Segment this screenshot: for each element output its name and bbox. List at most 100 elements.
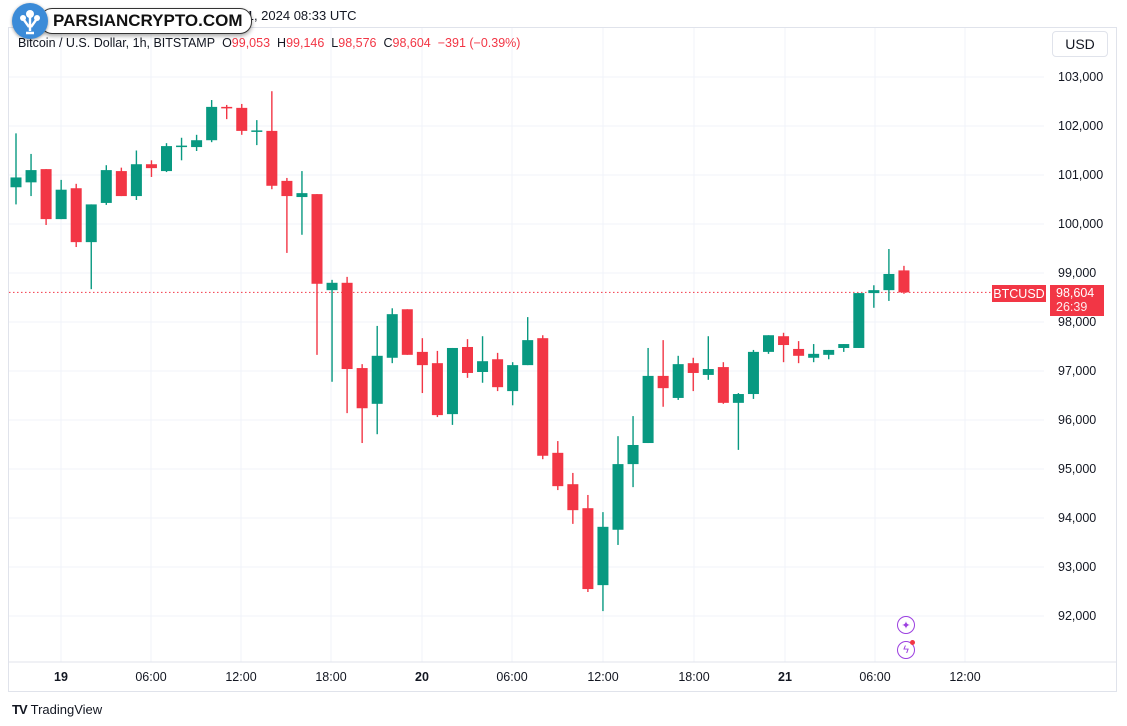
- candle[interactable]: [341, 276, 353, 414]
- symbol-price-tag: BTCUSD: [992, 285, 1046, 302]
- close-label: C: [383, 36, 393, 50]
- candle[interactable]: [206, 100, 218, 143]
- candle[interactable]: [883, 248, 895, 301]
- candle[interactable]: [537, 335, 549, 460]
- time-tick-label: 06:00: [496, 670, 528, 684]
- candle[interactable]: [507, 362, 519, 406]
- currency-button[interactable]: USD: [1052, 31, 1108, 57]
- candle[interactable]: [567, 472, 579, 524]
- price-tick-label: 95,000: [1058, 462, 1097, 476]
- candle[interactable]: [778, 332, 790, 363]
- candle[interactable]: [477, 336, 489, 383]
- time-tick-label: 18:00: [678, 670, 710, 684]
- candle[interactable]: [356, 364, 368, 444]
- candle[interactable]: [462, 339, 473, 378]
- candle[interactable]: [251, 120, 263, 146]
- candle[interactable]: [717, 362, 729, 404]
- candle[interactable]: [446, 347, 458, 425]
- candle[interactable]: [100, 165, 112, 205]
- price-tick-label: 92,000: [1058, 609, 1097, 623]
- candle[interactable]: [838, 344, 850, 352]
- candle[interactable]: [266, 91, 278, 190]
- close-value: 98,604: [392, 36, 431, 50]
- candle[interactable]: [40, 169, 52, 225]
- candle[interactable]: [853, 293, 865, 348]
- candle[interactable]: [732, 393, 744, 450]
- price-tick-label: 98,000: [1058, 315, 1097, 329]
- candle[interactable]: [808, 344, 820, 363]
- price-tick-label: 94,000: [1058, 511, 1097, 525]
- watermark-logo-icon: [12, 3, 48, 39]
- low-label: L: [331, 36, 339, 50]
- candle[interactable]: [191, 134, 203, 151]
- watermark-text: PARSIANCRYPTO.COM: [40, 8, 252, 34]
- candle[interactable]: [25, 153, 37, 197]
- candle[interactable]: [627, 416, 639, 488]
- candle[interactable]: [582, 494, 594, 592]
- candle[interactable]: [221, 104, 233, 120]
- candle[interactable]: [687, 357, 699, 392]
- candle[interactable]: [702, 336, 714, 380]
- candle[interactable]: [281, 177, 293, 253]
- time-tick-label: 19: [54, 670, 68, 684]
- candle[interactable]: [552, 441, 564, 491]
- price-tick-label: 103,000: [1058, 70, 1104, 84]
- candle[interactable]: [522, 317, 534, 366]
- time-tick-label: 06:00: [135, 670, 167, 684]
- candle[interactable]: [657, 340, 669, 407]
- price-tick-label: 101,000: [1058, 168, 1104, 182]
- candle[interactable]: [55, 179, 67, 220]
- candle[interactable]: [747, 349, 759, 399]
- time-tick-label: 20: [415, 670, 429, 684]
- candle[interactable]: [612, 436, 624, 545]
- candle[interactable]: [311, 194, 323, 355]
- candle[interactable]: [326, 279, 338, 382]
- open-label: O: [222, 36, 232, 50]
- candle[interactable]: [296, 171, 308, 235]
- lightning-icon[interactable]: ϟ: [897, 641, 915, 659]
- bar-countdown: 26:39: [1056, 300, 1088, 314]
- candle[interactable]: [793, 341, 805, 364]
- candle[interactable]: [176, 137, 188, 161]
- symbol-description: Bitcoin / U.S. Dollar, 1h, BITSTAMP: [18, 36, 216, 50]
- time-tick-label: 12:00: [949, 670, 981, 684]
- last-price-tag: 98,604 26:39: [1050, 285, 1104, 316]
- change-value: −391 (−0.39%): [437, 36, 521, 50]
- candle[interactable]: [672, 355, 684, 400]
- candle[interactable]: [145, 160, 157, 177]
- candle[interactable]: [130, 150, 142, 200]
- price-tick-label: 93,000: [1058, 560, 1097, 574]
- candle[interactable]: [763, 335, 774, 354]
- candle[interactable]: [371, 325, 383, 435]
- candle[interactable]: [431, 350, 443, 418]
- low-value: 98,576: [338, 36, 377, 50]
- footer-brand[interactable]: TV TradingView: [12, 702, 102, 717]
- price-tick-label: 96,000: [1058, 413, 1097, 427]
- high-label: H: [277, 36, 287, 50]
- candle[interactable]: [597, 512, 609, 612]
- sparkle-icon[interactable]: ✦: [897, 616, 915, 634]
- candle[interactable]: [161, 143, 172, 173]
- candle[interactable]: [416, 338, 428, 394]
- ohlc-legend: Bitcoin / U.S. Dollar, 1h, BITSTAMP O 99,…: [18, 36, 520, 50]
- candle[interactable]: [115, 167, 127, 197]
- time-tick-label: 12:00: [225, 670, 257, 684]
- candle[interactable]: [492, 352, 504, 392]
- open-value: 99,053: [231, 36, 271, 50]
- candle[interactable]: [898, 265, 910, 294]
- price-tick-label: 100,000: [1058, 217, 1104, 231]
- watermark: PARSIANCRYPTO.COM: [12, 3, 252, 39]
- candle[interactable]: [823, 349, 835, 360]
- tradingview-brand: TradingView: [30, 702, 103, 717]
- candle[interactable]: [10, 133, 22, 205]
- candle[interactable]: [642, 347, 654, 444]
- candle[interactable]: [401, 309, 413, 355]
- candle[interactable]: [868, 285, 880, 308]
- candle[interactable]: [70, 183, 82, 248]
- high-value: 99,146: [286, 36, 325, 50]
- candle[interactable]: [85, 204, 97, 290]
- candle[interactable]: [236, 103, 248, 135]
- price-tick-label: 99,000: [1058, 266, 1097, 280]
- candle[interactable]: [386, 308, 398, 364]
